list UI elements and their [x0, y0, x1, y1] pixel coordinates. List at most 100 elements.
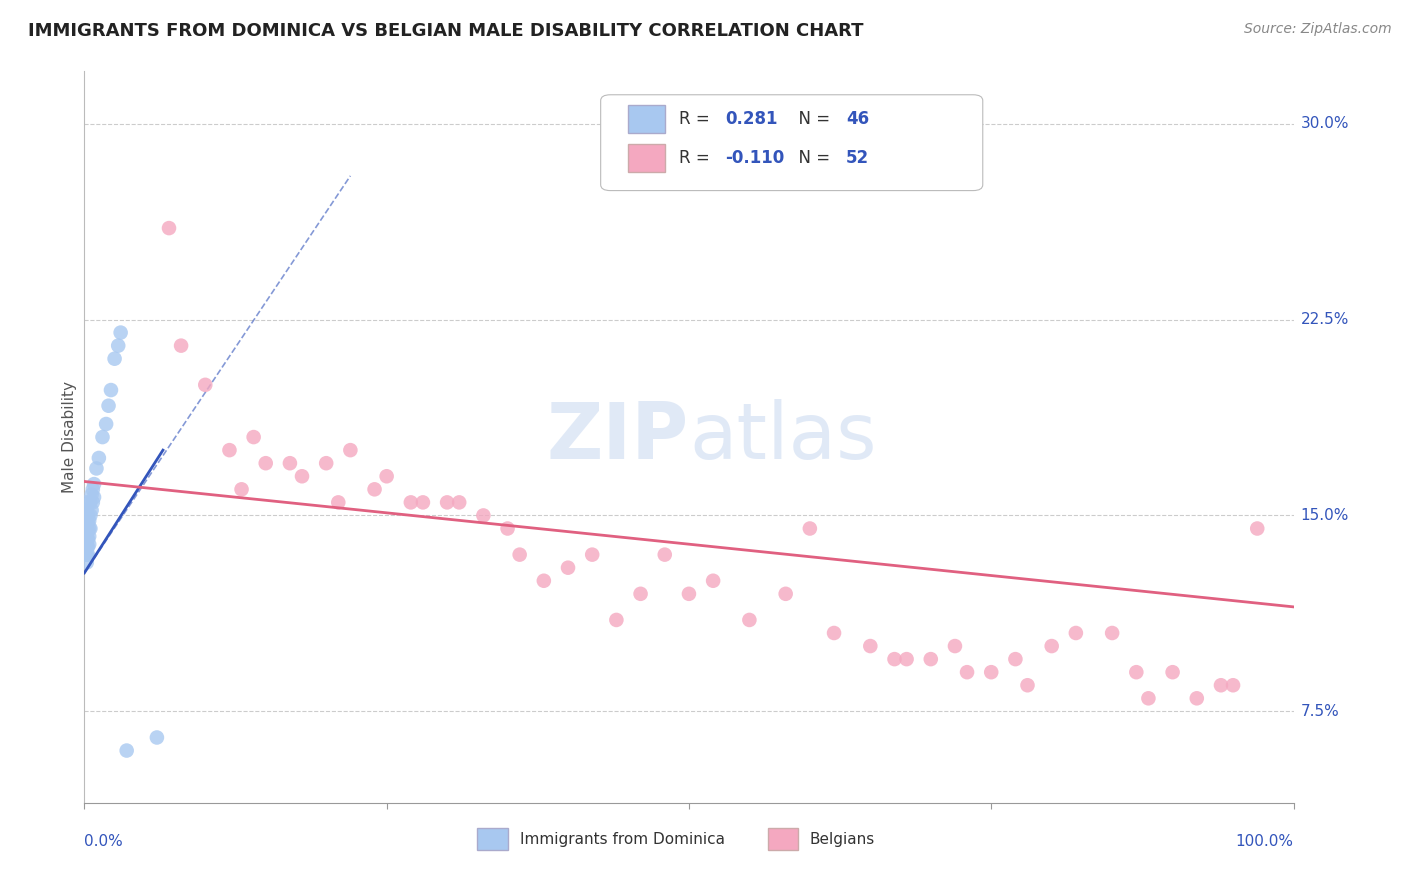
Point: [79, 521, 101, 535]
Point: [472, 508, 495, 523]
Text: Immigrants from Dominica: Immigrants from Dominica: [520, 832, 724, 847]
Point: [76, 534, 98, 549]
Text: Belgians: Belgians: [810, 832, 875, 847]
Point: [77, 524, 100, 538]
Point: [79, 495, 101, 509]
Text: 7.5%: 7.5%: [1301, 704, 1339, 719]
Text: 22.5%: 22.5%: [1301, 312, 1348, 327]
Point: [581, 548, 603, 562]
Text: 0.281: 0.281: [725, 110, 778, 128]
Point: [75, 521, 97, 535]
Text: R =: R =: [679, 110, 716, 128]
Point: [605, 613, 627, 627]
Point: [231, 483, 253, 497]
Text: 46: 46: [846, 110, 869, 128]
Point: [630, 587, 652, 601]
Text: 0.0%: 0.0%: [84, 834, 124, 849]
Point: [1246, 521, 1268, 535]
Point: [533, 574, 555, 588]
Point: [799, 521, 821, 535]
Text: R =: R =: [679, 149, 716, 167]
Point: [399, 495, 422, 509]
Text: N =: N =: [789, 149, 835, 167]
Point: [496, 521, 519, 535]
Point: [1125, 665, 1147, 680]
Point: [77, 529, 100, 543]
Point: [920, 652, 942, 666]
Point: [76, 514, 98, 528]
Point: [339, 443, 361, 458]
Point: [77, 540, 100, 554]
Point: [94, 417, 117, 431]
Point: [436, 495, 458, 509]
Point: [1161, 665, 1184, 680]
Point: [77, 548, 100, 562]
Point: [76, 540, 98, 554]
Point: [883, 652, 905, 666]
Point: [315, 456, 337, 470]
Point: [557, 560, 579, 574]
Point: [654, 548, 676, 562]
Point: [76, 556, 98, 570]
Point: [91, 430, 114, 444]
Point: [1209, 678, 1232, 692]
Point: [100, 383, 122, 397]
Point: [107, 338, 129, 352]
Point: [1040, 639, 1063, 653]
Point: [82, 495, 104, 509]
Point: [77, 514, 100, 528]
Point: [980, 665, 1002, 680]
Point: [859, 639, 882, 653]
Y-axis label: Male Disability: Male Disability: [62, 381, 77, 493]
Text: 30.0%: 30.0%: [1301, 116, 1348, 131]
Point: [80, 503, 103, 517]
FancyBboxPatch shape: [478, 829, 508, 850]
Point: [509, 548, 531, 562]
Point: [83, 477, 105, 491]
Point: [738, 613, 761, 627]
Point: [702, 574, 724, 588]
Text: N =: N =: [789, 110, 835, 128]
Point: [1004, 652, 1026, 666]
Point: [194, 377, 217, 392]
Point: [75, 514, 97, 528]
Point: [75, 508, 97, 523]
Point: [328, 495, 350, 509]
Text: ZIP: ZIP: [547, 399, 689, 475]
Point: [110, 326, 132, 340]
Point: [678, 587, 700, 601]
Point: [1222, 678, 1244, 692]
Point: [1064, 626, 1087, 640]
Point: [80, 487, 103, 501]
Text: 100.0%: 100.0%: [1236, 834, 1294, 849]
Point: [77, 516, 100, 531]
Point: [242, 430, 264, 444]
Point: [1137, 691, 1160, 706]
Point: [449, 495, 471, 509]
Point: [77, 521, 100, 535]
Point: [1101, 626, 1123, 640]
Text: 15.0%: 15.0%: [1301, 508, 1348, 523]
Point: [146, 731, 169, 745]
Point: [76, 529, 98, 543]
Point: [75, 495, 97, 509]
Text: Source: ZipAtlas.com: Source: ZipAtlas.com: [1244, 22, 1392, 37]
Text: 52: 52: [846, 149, 869, 167]
Point: [896, 652, 918, 666]
Point: [82, 483, 104, 497]
Point: [75, 526, 97, 541]
Point: [823, 626, 845, 640]
Point: [76, 503, 98, 517]
Text: -0.110: -0.110: [725, 149, 785, 167]
Point: [278, 456, 301, 470]
Point: [83, 490, 105, 504]
Point: [943, 639, 966, 653]
Point: [254, 456, 277, 470]
Point: [412, 495, 434, 509]
Point: [115, 743, 138, 757]
FancyBboxPatch shape: [768, 829, 797, 850]
Point: [77, 508, 100, 523]
Point: [97, 399, 120, 413]
Point: [75, 540, 97, 554]
Text: IMMIGRANTS FROM DOMINICA VS BELGIAN MALE DISABILITY CORRELATION CHART: IMMIGRANTS FROM DOMINICA VS BELGIAN MALE…: [28, 22, 863, 40]
